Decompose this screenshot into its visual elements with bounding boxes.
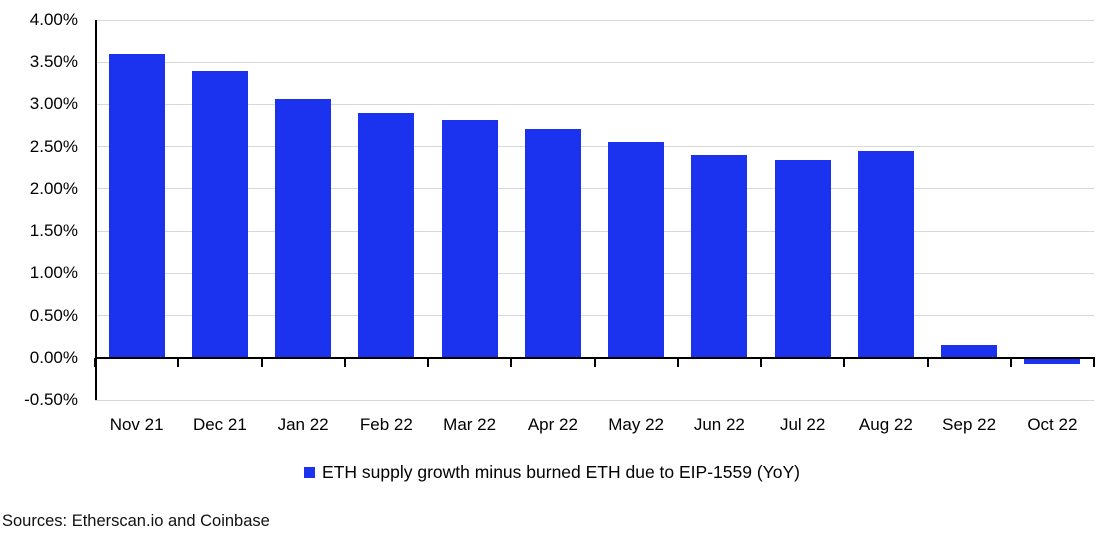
bar xyxy=(275,98,332,358)
bar xyxy=(774,160,831,358)
x-axis-tick xyxy=(1009,357,1012,367)
x-axis-tick xyxy=(343,357,346,367)
bar xyxy=(524,128,581,358)
x-axis-category-label: Aug 22 xyxy=(858,415,913,434)
legend-label: ETH supply growth minus burned ETH due t… xyxy=(322,462,800,482)
bar xyxy=(608,142,665,358)
x-axis-tick xyxy=(593,357,596,367)
x-axis-category-label: May 22 xyxy=(608,415,664,434)
x-axis-category-label: Jan 22 xyxy=(277,415,329,434)
y-axis-tick-label: 0.00% xyxy=(29,347,78,367)
legend-series-swatch-icon xyxy=(304,467,316,478)
x-axis-tick xyxy=(676,357,679,367)
y-axis-tick-label: 3.50% xyxy=(29,52,78,72)
chart-legend: ETH supply growth minus burned ETH due t… xyxy=(0,462,1104,483)
x-axis-category-label: Mar 22 xyxy=(443,415,497,434)
bar xyxy=(358,112,415,358)
bar xyxy=(857,150,914,358)
bar xyxy=(691,155,748,358)
bar xyxy=(108,53,165,358)
y-axis-tick-label: 1.50% xyxy=(29,221,78,241)
x-axis-category-label: Jul 22 xyxy=(779,415,826,434)
y-axis-tick-label: -0.50% xyxy=(24,390,78,409)
x-axis-tick xyxy=(510,357,513,367)
sources-note: Sources: Etherscan.io and Coinbase xyxy=(2,512,270,530)
y-gridline xyxy=(95,230,1094,232)
y-axis-tick-label: 2.50% xyxy=(29,136,78,156)
y-gridline xyxy=(95,188,1094,190)
y-axis-line xyxy=(95,20,97,400)
y-gridline xyxy=(95,315,1094,317)
x-axis-category-label: Sep 22 xyxy=(942,415,997,434)
y-gridline xyxy=(95,103,1094,105)
x-axis-tick xyxy=(1093,357,1095,367)
y-axis-tick-label: 3.00% xyxy=(29,94,78,114)
bar xyxy=(941,345,998,358)
x-axis-tick xyxy=(260,357,263,367)
x-axis-tick xyxy=(843,357,846,367)
y-gridline xyxy=(95,272,1094,274)
y-gridline xyxy=(95,399,1094,401)
bar xyxy=(441,120,498,358)
x-axis-tick xyxy=(926,357,929,367)
x-axis-category-label: Oct 22 xyxy=(1027,415,1078,434)
y-gridline xyxy=(95,61,1094,63)
x-axis-tick xyxy=(760,357,762,367)
bar xyxy=(191,70,248,358)
x-axis-tick xyxy=(427,357,429,367)
y-axis-tick-label: 1.00% xyxy=(29,263,78,283)
x-axis-category-label: Feb 22 xyxy=(359,415,413,434)
x-axis-tick xyxy=(177,357,180,367)
y-axis-tick-label: 2.00% xyxy=(29,178,78,198)
bar xyxy=(1024,358,1081,364)
x-axis-category-label: Jun 22 xyxy=(693,415,745,434)
x-axis-category-label: Apr 22 xyxy=(527,415,578,434)
x-axis-category-label: Dec 21 xyxy=(192,415,247,434)
x-axis-category-label: Nov 21 xyxy=(109,415,164,434)
x-axis-tick xyxy=(94,357,96,367)
y-gridline xyxy=(95,19,1094,21)
y-axis-tick-label: 0.50% xyxy=(29,305,78,325)
y-axis-tick-label: 4.00% xyxy=(29,10,78,29)
y-gridline xyxy=(95,146,1094,148)
